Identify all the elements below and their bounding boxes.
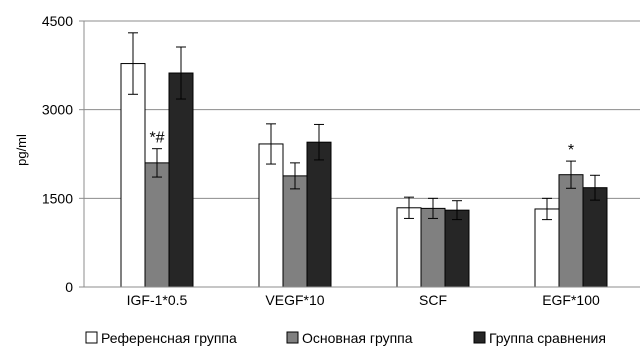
significance-annotations: *# *	[149, 130, 574, 159]
bar	[396, 207, 422, 288]
y-tick-label: 3000	[42, 102, 73, 118]
bar	[282, 175, 308, 288]
x-category-label: EGF*100	[542, 292, 600, 308]
y-tick-label: 4500	[42, 13, 73, 29]
error-bars	[128, 32, 600, 221]
y-axis-ticks: 0 1500 3000 4500	[42, 13, 73, 295]
bar	[444, 209, 470, 288]
significance-marker: *#	[149, 130, 164, 147]
bar	[420, 207, 446, 288]
bar	[558, 174, 584, 288]
legend-label: Референсная группа	[101, 330, 237, 346]
y-axis-label: pg/ml	[14, 134, 29, 166]
bar	[582, 187, 608, 288]
bars	[120, 63, 608, 288]
bar	[120, 63, 146, 288]
x-category-label: IGF-1*0.5	[127, 292, 188, 308]
bar	[144, 162, 170, 288]
y-tick-label: 1500	[42, 190, 73, 206]
bar	[258, 143, 284, 288]
legend-swatch	[85, 331, 98, 344]
legend-swatch	[473, 331, 486, 344]
axes	[79, 20, 640, 288]
y-tick-label: 0	[65, 279, 73, 295]
bar	[306, 141, 332, 288]
legend-swatch	[286, 331, 299, 344]
legend-label: Группа сравнения	[489, 330, 606, 346]
x-category-label: VEGF*10	[265, 292, 324, 308]
legend-label: Основная группа	[302, 330, 413, 346]
legend: Референсная группа Основная группа Группа …	[85, 330, 606, 346]
bar	[168, 72, 194, 288]
bar	[534, 208, 560, 288]
x-axis-categories: IGF-1*0.5 VEGF*10 SCF EGF*100	[127, 292, 600, 308]
x-category-label: SCF	[419, 292, 447, 308]
significance-marker: *	[568, 142, 574, 159]
